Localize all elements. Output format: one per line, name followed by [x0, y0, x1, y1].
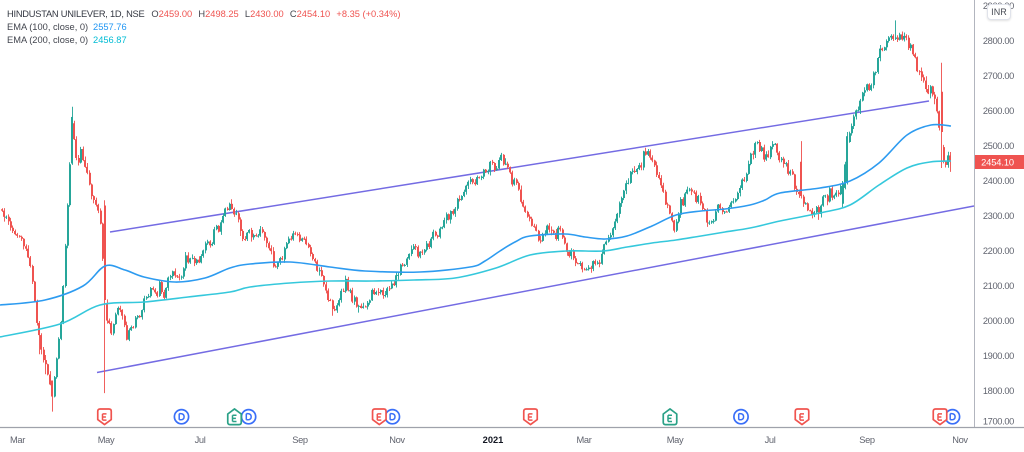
svg-text:1800.00: 1800.00 — [983, 386, 1014, 396]
svg-text:Jul: Jul — [765, 435, 776, 445]
svg-text:2100.00: 2100.00 — [983, 281, 1014, 291]
svg-text:Nov: Nov — [952, 435, 968, 445]
svg-text:2800.00: 2800.00 — [983, 36, 1014, 46]
svg-text:May: May — [667, 435, 684, 445]
svg-text:2400.00: 2400.00 — [983, 176, 1014, 186]
svg-text:2454.10: 2454.10 — [981, 158, 1014, 168]
svg-text:2600.00: 2600.00 — [983, 106, 1014, 116]
svg-text:1900.00: 1900.00 — [983, 351, 1014, 361]
svg-text:Mar: Mar — [10, 435, 25, 445]
svg-text:May: May — [98, 435, 115, 445]
svg-text:Sep: Sep — [292, 435, 308, 445]
svg-text:1700.00: 1700.00 — [983, 417, 1014, 427]
svg-text:Nov: Nov — [389, 435, 405, 445]
svg-text:2200.00: 2200.00 — [983, 246, 1014, 256]
svg-text:Sep: Sep — [859, 435, 875, 445]
svg-text:2300.00: 2300.00 — [983, 211, 1014, 221]
svg-text:Jul: Jul — [195, 435, 206, 445]
svg-text:Mar: Mar — [577, 435, 592, 445]
svg-text:2700.00: 2700.00 — [983, 71, 1014, 81]
svg-text:2500.00: 2500.00 — [983, 141, 1014, 151]
svg-text:2021: 2021 — [483, 435, 504, 445]
svg-text:2000.00: 2000.00 — [983, 316, 1014, 326]
